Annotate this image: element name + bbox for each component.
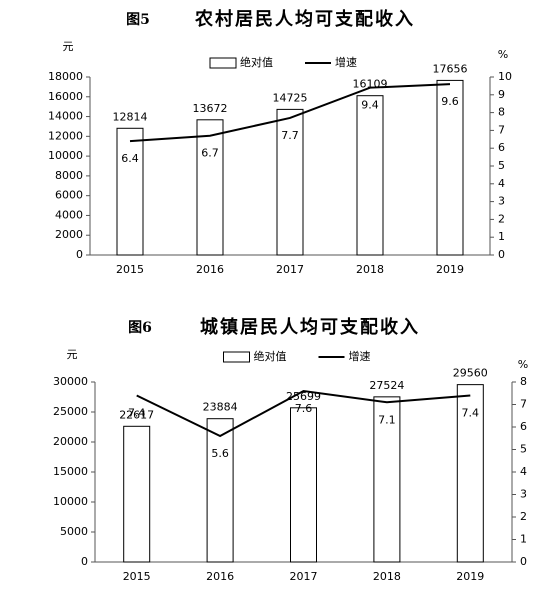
y2-axis-unit: % [518, 358, 528, 371]
y-tick-label: 10000 [48, 149, 83, 162]
line-value-label: 7.7 [281, 129, 299, 142]
y2-tick-label: 6 [520, 420, 527, 433]
line-value-label: 7.4 [462, 407, 480, 420]
x-tick-label: 2019 [436, 263, 464, 276]
bar [456, 384, 484, 563]
y2-tick-label: 8 [498, 106, 505, 119]
line [136, 389, 471, 438]
line-value-label: 5.6 [211, 447, 229, 460]
x-tick-label: 2018 [373, 570, 401, 583]
bar-value-label: 12814 [113, 110, 148, 123]
line-value-label: 7.1 [378, 413, 396, 426]
y2-axis-unit: % [498, 48, 508, 61]
bar [373, 396, 401, 563]
figure-label: 图6 [128, 320, 152, 336]
y2-tick-label: 7 [498, 123, 505, 136]
y2-tick-label: 5 [498, 159, 505, 172]
bar [276, 108, 304, 256]
y2-tick-label: 6 [498, 141, 505, 154]
y-tick-label: 15000 [53, 465, 88, 478]
y-axis-unit: 元 [67, 348, 78, 361]
y-tick-label: 30000 [53, 375, 88, 388]
y2-tick-label: 5 [520, 443, 527, 456]
bar [290, 407, 317, 563]
x-tick-label: 2019 [456, 570, 484, 583]
x-tick-label: 2017 [276, 263, 304, 276]
y2-tick-label: 2 [520, 510, 527, 523]
x-tick-label: 2016 [206, 570, 234, 583]
y2-tick-label: 4 [498, 177, 505, 190]
y-tick-label: 8000 [55, 169, 83, 182]
y-tick-label: 12000 [48, 129, 83, 142]
y2-tick-label: 3 [498, 195, 505, 208]
y-tick-label: 16000 [48, 90, 83, 103]
line-value-label: 9.4 [361, 99, 379, 112]
line-value-label: 6.4 [121, 152, 139, 165]
y2-tick-label: 0 [520, 555, 527, 568]
legend-swatch [223, 351, 250, 363]
bar-value-label: 27524 [369, 379, 404, 392]
y-tick-label: 25000 [53, 405, 88, 418]
bar [123, 425, 151, 563]
bar [206, 418, 234, 563]
y2-tick-label: 1 [498, 230, 505, 243]
y2-tick-label: 3 [520, 488, 527, 501]
x-tick-label: 2017 [290, 570, 318, 583]
bar-value-label: 22617 [119, 408, 154, 421]
y-tick-label: 5000 [60, 525, 88, 538]
x-tick-label: 2015 [123, 570, 151, 583]
bar [116, 127, 144, 256]
x-tick-label: 2016 [196, 263, 224, 276]
y-tick-label: 10000 [53, 495, 88, 508]
y-tick-label: 4000 [55, 208, 83, 221]
y2-tick-label: 9 [498, 88, 505, 101]
bar-value-label: 23884 [203, 401, 238, 414]
y2-tick-label: 10 [498, 70, 512, 83]
legend-label: 绝对值 [254, 349, 287, 363]
bar [436, 79, 464, 256]
y2-tick-label: 7 [520, 398, 527, 411]
chart-title: 城镇居民人均可支配收入 [200, 316, 420, 338]
figure-label: 图5 [126, 12, 150, 28]
legend-swatch [209, 57, 237, 69]
y-tick-label: 0 [81, 555, 88, 568]
line-value-label: 7.6 [295, 402, 313, 415]
chart-title: 农村居民人均可支配收入 [194, 8, 415, 30]
y2-tick-label: 8 [520, 375, 527, 388]
legend-label: 增速 [335, 55, 357, 69]
line-value-label: 6.7 [201, 147, 219, 160]
bar-value-label: 29560 [453, 367, 488, 380]
y-tick-label: 0 [76, 248, 83, 261]
y2-tick-label: 2 [498, 212, 505, 225]
line-value-label: 7.4 [128, 407, 146, 420]
bar-value-label: 14725 [273, 91, 308, 104]
y2-tick-label: 0 [498, 248, 505, 261]
legend-label: 增速 [349, 349, 371, 363]
y-tick-label: 6000 [55, 189, 83, 202]
line [129, 83, 451, 143]
y-tick-label: 14000 [48, 110, 83, 123]
legend-label: 绝对值 [240, 55, 273, 69]
bar [356, 95, 384, 256]
x-tick-label: 2018 [356, 263, 384, 276]
y2-tick-label: 4 [520, 465, 527, 478]
y-tick-label: 2000 [55, 228, 83, 241]
y-axis-unit: 元 [63, 40, 74, 53]
x-tick-label: 2015 [116, 263, 144, 276]
y-tick-label: 18000 [48, 70, 83, 83]
bar-value-label: 16109 [353, 78, 388, 91]
line-value-label: 9.6 [441, 95, 459, 108]
bar-value-label: 17656 [433, 62, 468, 75]
y-tick-label: 20000 [53, 435, 88, 448]
y2-tick-label: 1 [520, 533, 527, 546]
bar [196, 119, 224, 256]
bar-value-label: 13672 [193, 102, 228, 115]
